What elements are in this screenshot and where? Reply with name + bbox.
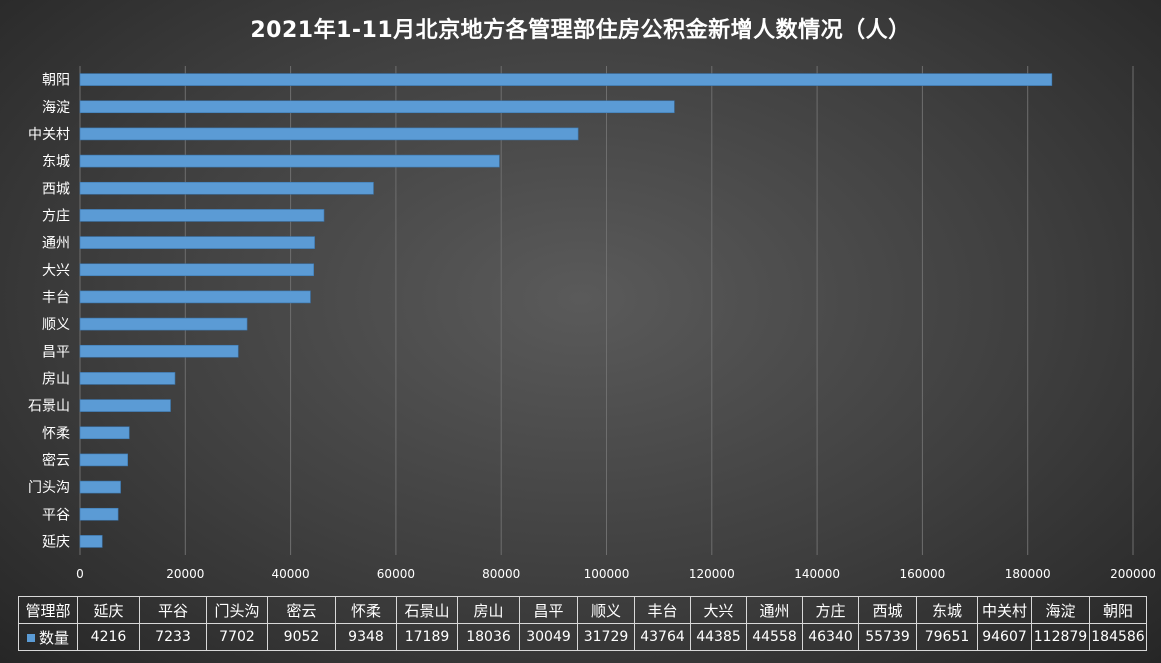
bar bbox=[79, 127, 579, 141]
category-label: 丰台 bbox=[42, 290, 70, 306]
bar bbox=[79, 426, 130, 440]
bar bbox=[79, 317, 248, 331]
legend-key-icon bbox=[26, 634, 35, 642]
bar bbox=[79, 507, 119, 521]
category-label: 中关村 bbox=[28, 127, 70, 143]
x-axis-ticks: 0 20000 40000 60000 80000 100000 120000 140000 1… bbox=[76, 567, 1156, 581]
chart-title: 2021年1-11月北京地方各管理部住房公积金新增人数情况（人） bbox=[250, 18, 911, 43]
x-tick-label: 180000 bbox=[1005, 567, 1051, 581]
category-label: 密云 bbox=[42, 452, 70, 469]
bar bbox=[79, 372, 176, 385]
category-label: 大兴 bbox=[42, 263, 70, 279]
category-label: 昌平 bbox=[42, 344, 70, 360]
category-label: 房山 bbox=[42, 371, 70, 387]
data-table-category-cell: 房山 bbox=[457, 596, 520, 624]
bar bbox=[79, 399, 171, 412]
x-tick-label: 160000 bbox=[899, 567, 945, 581]
data-table: 管理部 延庆 平谷 门头沟 密云 怀柔 石景山 房山 昌平 顺义 丰台 大兴 通州 方庄 西城 东城 中关村 海淀… bbox=[18, 596, 1147, 651]
data-table-category-cell: 方庄 bbox=[802, 596, 859, 624]
data-table-value-cell: 7702 bbox=[206, 623, 268, 651]
data-table-category-cell: 大兴 bbox=[690, 596, 747, 624]
category-label: 怀柔 bbox=[42, 426, 70, 442]
bar bbox=[79, 236, 315, 249]
x-tick-label: 100000 bbox=[584, 567, 630, 581]
bar bbox=[79, 154, 500, 168]
data-table-value-cell: 9052 bbox=[267, 623, 336, 651]
data-table-value-cell: 112879 bbox=[1031, 623, 1090, 651]
bar bbox=[79, 209, 325, 222]
data-table-category-cell: 密云 bbox=[267, 596, 336, 624]
data-table-header-label: 管理部 bbox=[18, 596, 78, 624]
category-label: 平谷 bbox=[42, 507, 70, 523]
data-table-category-cell: 海淀 bbox=[1031, 596, 1090, 624]
bar bbox=[79, 453, 128, 467]
data-table-category-cell: 昌平 bbox=[519, 596, 578, 624]
category-label: 东城 bbox=[42, 154, 70, 170]
data-table-category-cell: 石景山 bbox=[396, 596, 458, 624]
category-label: 西城 bbox=[42, 181, 70, 197]
data-table-category-cell: 顺义 bbox=[577, 596, 635, 624]
category-label: 海淀 bbox=[42, 100, 70, 116]
x-tick-label: 120000 bbox=[689, 567, 735, 581]
category-label: 石景山 bbox=[28, 399, 70, 415]
data-table-value-cell: 4216 bbox=[77, 623, 140, 651]
data-table-category-cell: 通州 bbox=[746, 596, 803, 624]
data-table-values-row: 数量 4216 7233 7702 9052 9348 17189 18036 30049 317… bbox=[18, 623, 1147, 651]
category-label: 延庆 bbox=[42, 534, 70, 550]
data-table-value-cell: 17189 bbox=[396, 623, 458, 651]
data-table-category-cell: 东城 bbox=[916, 596, 978, 624]
bar bbox=[79, 344, 239, 358]
x-tick-label: 20000 bbox=[166, 567, 204, 581]
bar bbox=[79, 263, 314, 277]
x-tick-label: 40000 bbox=[272, 567, 310, 581]
category-label: 方庄 bbox=[42, 207, 70, 224]
data-table-value-cell: 55739 bbox=[858, 623, 917, 651]
data-table-value-cell: 44385 bbox=[690, 623, 747, 651]
data-table-value-cell: 94607 bbox=[977, 623, 1032, 651]
data-table-category-cell: 怀柔 bbox=[335, 596, 397, 624]
gridlines bbox=[79, 66, 1134, 555]
data-table-category-cell: 丰台 bbox=[634, 596, 691, 624]
bar bbox=[79, 290, 311, 304]
bar-chart: 朝阳海淀中关村东城西城方庄通州大兴丰台顺义昌平房山石景山怀柔密云门头沟平谷延庆 … bbox=[28, 66, 1156, 581]
data-table-category-cell: 西城 bbox=[858, 596, 917, 624]
bars bbox=[79, 73, 1053, 548]
data-table-value-cell: 79651 bbox=[916, 623, 978, 651]
data-table-header-row: 管理部 延庆 平谷 门头沟 密云 怀柔 石景山 房山 昌平 顺义 丰台 大兴 通州 方庄 西城 东城 中关村 海淀… bbox=[18, 596, 1147, 624]
bar bbox=[79, 535, 103, 548]
x-tick-label: 0 bbox=[76, 567, 84, 581]
category-label: 朝阳 bbox=[42, 73, 70, 89]
category-label: 门头沟 bbox=[28, 480, 70, 496]
data-table-category-cell: 中关村 bbox=[977, 596, 1032, 624]
data-table-category-cell: 延庆 bbox=[77, 596, 140, 624]
x-tick-label: 200000 bbox=[1110, 567, 1156, 581]
bar bbox=[79, 480, 121, 494]
data-table-value-cell: 44558 bbox=[746, 623, 803, 651]
bar bbox=[79, 100, 675, 114]
data-table-value-cell: 9348 bbox=[335, 623, 397, 651]
data-table-series-label: 数量 bbox=[18, 623, 78, 651]
data-table-value-cell: 18036 bbox=[457, 623, 520, 651]
x-tick-label: 60000 bbox=[377, 567, 415, 581]
category-label: 顺义 bbox=[42, 317, 70, 333]
data-table-value-cell: 31729 bbox=[577, 623, 635, 651]
data-table-value-cell: 7233 bbox=[139, 623, 207, 651]
data-table-category-cell: 朝阳 bbox=[1089, 596, 1147, 624]
data-table-value-cell: 30049 bbox=[519, 623, 578, 651]
data-table-category-cell: 平谷 bbox=[139, 596, 207, 624]
data-table-value-cell: 184586 bbox=[1089, 623, 1147, 651]
bar bbox=[79, 181, 374, 195]
x-tick-label: 80000 bbox=[482, 567, 520, 581]
category-label: 通州 bbox=[42, 236, 70, 252]
data-table-value-cell: 43764 bbox=[634, 623, 691, 651]
x-tick-label: 140000 bbox=[794, 567, 840, 581]
data-table-category-cell: 门头沟 bbox=[206, 596, 268, 624]
data-table-value-cell: 46340 bbox=[802, 623, 859, 651]
bar bbox=[79, 73, 1053, 86]
